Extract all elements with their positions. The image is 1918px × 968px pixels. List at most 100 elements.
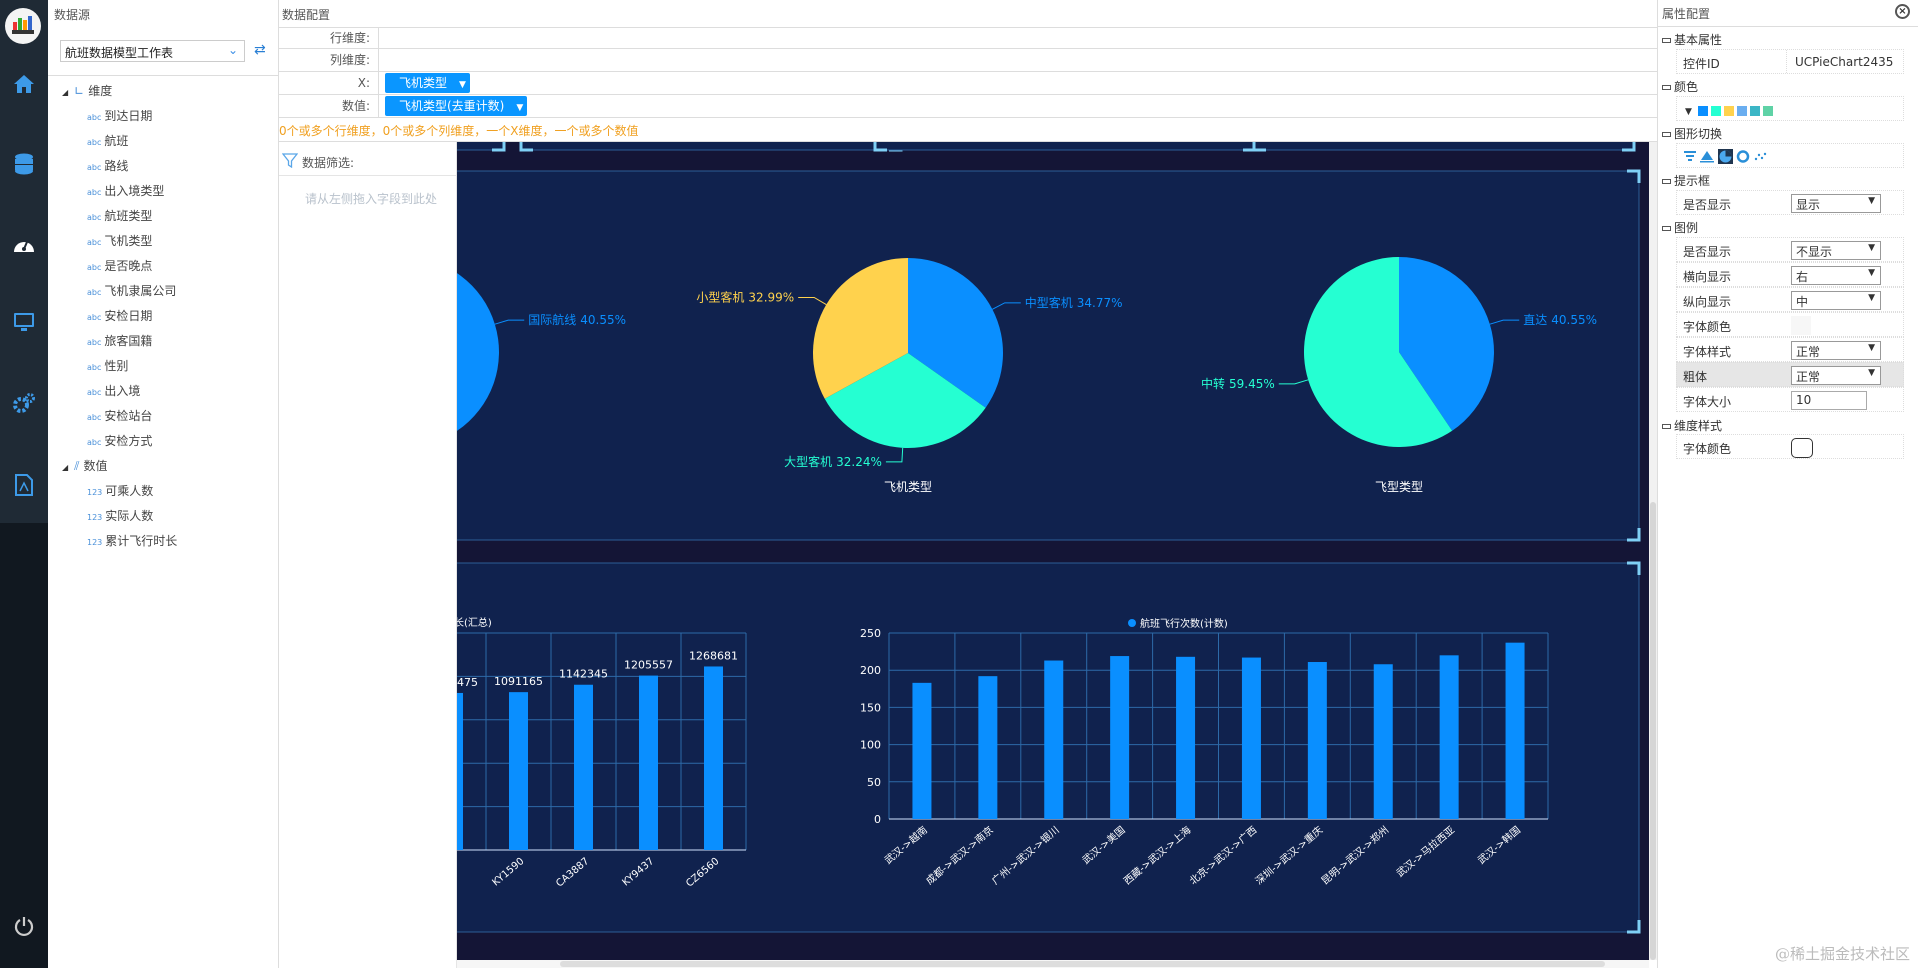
caret-down-icon[interactable]: ▼ (459, 80, 466, 90)
legend-select[interactable]: 中 ▼ (1791, 291, 1881, 310)
data-label: 1091165 (494, 675, 543, 688)
refresh-icon[interactable]: ⇄ (254, 42, 266, 58)
color-swatch[interactable] (1749, 105, 1760, 116)
font-size-input[interactable]: 10 (1791, 391, 1867, 410)
collapse-triangle-icon[interactable]: ◢ (62, 88, 69, 97)
pie-icon[interactable] (1718, 149, 1733, 164)
field-item[interactable]: abc 航班 (87, 132, 128, 149)
dashboard-icon[interactable] (12, 233, 36, 257)
tree-group-0[interactable]: ◢ ∟ 维度 (62, 84, 113, 98)
section-tooltip[interactable]: 提示框 (1662, 172, 1710, 189)
config-row[interactable]: 列维度: (279, 49, 1657, 72)
funnel-icon[interactable] (1684, 151, 1696, 161)
filter-placeholder: 请从左侧拖入字段到此处 (305, 192, 438, 206)
section-basic[interactable]: 基本属性 (1662, 31, 1722, 48)
config-row[interactable]: X: 飞机类型 ▼ (279, 72, 1657, 95)
caret-down-icon[interactable]: ▼ (1685, 107, 1692, 117)
pdf-icon[interactable] (12, 473, 36, 497)
property-panel: 属性配置 × 基本属性 控件ID UCPieChart2435 颜色 ▼ 图形切换… (1657, 0, 1918, 968)
legend-select[interactable]: 正常 ▼ (1791, 341, 1881, 360)
field-item[interactable]: 123 实际人数 (87, 507, 153, 524)
field-item[interactable]: abc 飞机隶属公司 (87, 282, 176, 299)
monitor-icon[interactable] (12, 310, 36, 334)
field-pill[interactable]: 飞机类型 ▼ (385, 73, 470, 93)
caret-down-icon[interactable]: ▼ (516, 103, 524, 113)
scatter-icon[interactable] (1754, 152, 1767, 161)
field-label: 飞机类型 (104, 234, 153, 248)
filter-panel[interactable]: 数据筛选: 请从左侧拖入字段到此处 (279, 142, 457, 968)
field-item[interactable]: abc 安检方式 (87, 432, 152, 449)
field-type-tag: abc (87, 163, 102, 172)
field-item[interactable]: abc 飞机类型 (87, 232, 152, 249)
bar (978, 676, 998, 819)
app-logo[interactable] (5, 8, 41, 44)
field-item[interactable]: abc 安检站台 (87, 407, 152, 424)
dashboard-canvas[interactable]: 国际航线 40.55% 中型客机 34.77% 大型客机 32.24% 小型客机 32.99%… (457, 142, 1649, 960)
tooltip-show-select[interactable]: 显示 ▼ (1791, 194, 1881, 213)
field-item[interactable]: abc 航班类型 (87, 207, 152, 224)
field-item[interactable]: abc 性别 (87, 357, 128, 374)
tree-group-1[interactable]: ◢ ⫽ 数值 (62, 459, 108, 473)
field-label: 可乘人数 (105, 484, 154, 498)
color-swatch[interactable] (1762, 105, 1773, 116)
slice-name: 中转 (1201, 376, 1225, 391)
worksheet-select[interactable]: 航班数据模型工作表 ⌄ (60, 40, 245, 62)
field-pill[interactable]: 飞机类型(去重计数) ▼ (385, 96, 528, 116)
ring-icon[interactable] (1736, 150, 1750, 163)
vertical-scrollbar[interactable] (1649, 142, 1657, 960)
field-item[interactable]: abc 旅客国籍 (87, 332, 152, 349)
field-item[interactable]: 123 可乘人数 (87, 482, 153, 499)
bar (1307, 662, 1327, 819)
field-item[interactable]: abc 路线 (87, 157, 128, 174)
label-line (1489, 319, 1520, 325)
bar (457, 692, 463, 850)
pyramid-icon[interactable] (1700, 151, 1714, 163)
dim-font-color-picker[interactable] (1791, 438, 1813, 458)
corner-bracket (1627, 528, 1641, 542)
horizontal-scrollbar[interactable] (457, 960, 1649, 968)
corner-bracket (1627, 561, 1641, 575)
field-item[interactable]: abc 安检日期 (87, 307, 152, 324)
config-row[interactable]: 行维度: (279, 27, 1657, 49)
field-item[interactable]: abc 出入境 (87, 382, 140, 399)
shape-switcher (1676, 143, 1904, 168)
section-dimension-style[interactable]: 维度样式 (1662, 417, 1722, 434)
settings-icon[interactable] (12, 391, 36, 415)
color-swatch[interactable] (1697, 105, 1708, 116)
pie-slice (1304, 257, 1453, 447)
field-item[interactable]: abc 到达日期 (87, 107, 152, 124)
color-swatch[interactable] (1710, 105, 1721, 116)
pie-chart: 中型客机 34.77% 大型客机 32.24% 小型客机 32.99% 飞机类型 (696, 258, 1123, 494)
data-label: 1268681 (689, 649, 738, 662)
prop-row-legend: 是否显示 不显示 ▼ (1676, 237, 1904, 262)
database-icon[interactable] (12, 152, 36, 176)
home-icon[interactable] (12, 72, 36, 96)
legend-select[interactable]: 不显示 ▼ (1791, 241, 1881, 260)
config-row[interactable]: 数值: 飞机类型(去重计数) ▼ (279, 95, 1657, 118)
collapse-triangle-icon[interactable]: ◢ (62, 463, 69, 472)
field-item[interactable]: abc 出入境类型 (87, 182, 164, 199)
slice-name: 直达 (1523, 313, 1547, 327)
field-label: 性别 (104, 359, 129, 373)
section-legend[interactable]: 图例 (1662, 219, 1698, 236)
label-line (494, 319, 525, 325)
legend-select[interactable]: 正常 ▼ (1791, 366, 1881, 385)
close-icon[interactable]: × (1895, 4, 1910, 19)
power-icon[interactable] (12, 914, 36, 938)
color-swatch[interactable] (1736, 105, 1747, 116)
config-row-label: 数值: (279, 95, 379, 117)
corner-brackets (1627, 169, 1641, 542)
color-swatch[interactable] (1723, 105, 1734, 116)
field-item[interactable]: abc 是否晚点 (87, 257, 152, 274)
field-type-tag: abc (87, 413, 102, 422)
panel-above (874, 142, 1256, 151)
section-color[interactable]: 颜色 (1662, 78, 1698, 95)
field-item[interactable]: 123 累计飞行时长 (87, 532, 177, 549)
section-shape[interactable]: 图形切换 (1662, 125, 1722, 142)
legend-select[interactable]: 右 ▼ (1791, 266, 1881, 285)
slice-label: 小型客机 32.99% (696, 289, 794, 304)
legend-font-color-picker[interactable] (1791, 316, 1811, 335)
corner-bracket (1627, 169, 1641, 183)
color-scheme-picker[interactable]: ▼ (1676, 96, 1904, 121)
bar (912, 682, 932, 819)
